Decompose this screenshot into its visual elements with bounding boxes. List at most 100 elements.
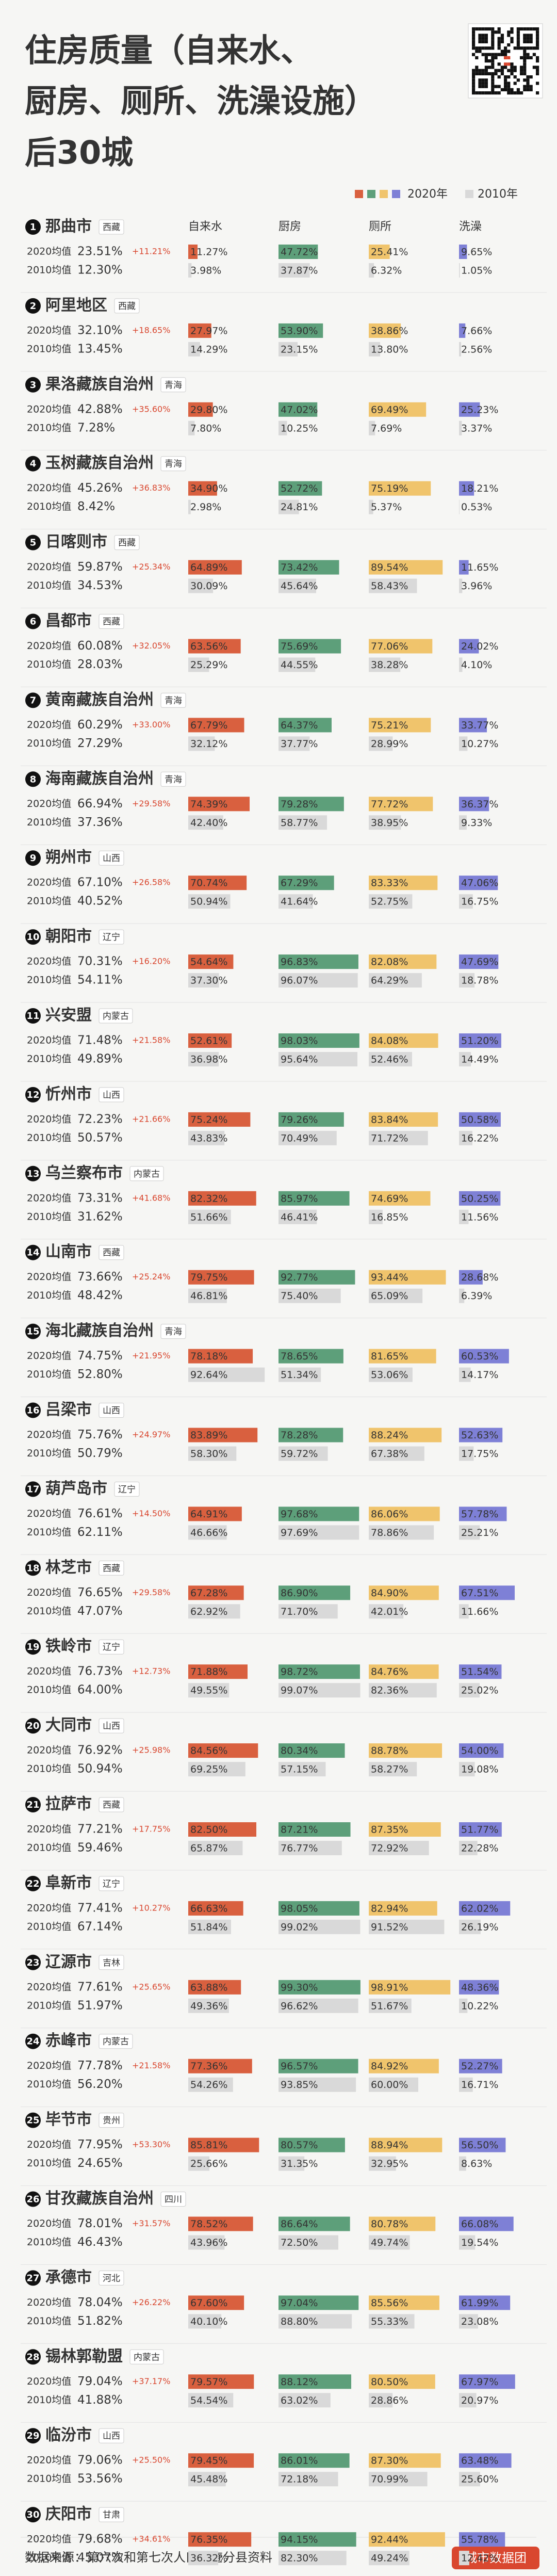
bar	[369, 578, 417, 593]
change: +41.68%	[132, 1193, 170, 1203]
average: 31.62%	[77, 1210, 123, 1223]
bar-label: 28.68%	[461, 1272, 498, 1283]
bar	[369, 245, 390, 259]
bar-label: 80.57%	[281, 2140, 318, 2151]
average: 50.57%	[77, 1131, 123, 1144]
bar-label: 88.12%	[281, 2376, 318, 2388]
bar-label: 93.44%	[371, 1272, 408, 1283]
average: 79.06%	[77, 2454, 123, 2467]
bar	[369, 639, 433, 654]
city-name: 兴安盟	[45, 1007, 92, 1025]
bar	[188, 2137, 259, 2152]
bar-label: 98.05%	[281, 1903, 318, 1914]
bar-label: 47.02%	[281, 404, 318, 415]
region-tag-box	[99, 850, 124, 866]
row-label: 2020均值	[27, 2218, 71, 2229]
city-name: 朔州市	[45, 849, 92, 867]
bar	[459, 499, 460, 514]
bar	[369, 481, 431, 496]
region-tag: 西藏	[103, 1563, 120, 1574]
average: 71.48%	[77, 1034, 123, 1047]
region-tag-box	[114, 1481, 140, 1497]
bar	[188, 1446, 237, 1461]
bar	[188, 718, 244, 733]
bar	[459, 1585, 515, 1600]
bar-label: 98.03%	[281, 1035, 318, 1047]
bar	[188, 736, 215, 751]
bar	[369, 1919, 445, 1934]
row-label: 2020均值	[27, 1902, 71, 1914]
bar-label: 76.35%	[190, 2534, 227, 2546]
change: +25.50%	[132, 2455, 170, 2465]
change: +25.24%	[132, 1272, 170, 1282]
region-tag: 辽宁	[103, 1642, 120, 1652]
city-name: 辽源市	[45, 1953, 92, 1971]
bar	[369, 1446, 424, 1461]
bar-label: 79.28%	[281, 799, 318, 810]
average: 67.10%	[77, 876, 123, 889]
bar-label: 10.27%	[461, 738, 498, 750]
bar-label: 79.57%	[190, 2376, 227, 2388]
average: 46.43%	[77, 2235, 123, 2249]
row-label: 2010均值	[27, 2237, 71, 2248]
bar-label: 0.53%	[461, 501, 492, 513]
bar-label: 13.80%	[371, 344, 408, 355]
bar	[188, 481, 217, 496]
bar-label: 11.65%	[461, 562, 498, 573]
change: +16.20%	[132, 957, 170, 966]
bar	[459, 639, 479, 654]
source: 数据来源：第六次和第七次人口普查分县资料	[25, 2550, 272, 2565]
city-name: 毕节市	[45, 2111, 92, 2129]
bar	[369, 2551, 409, 2566]
bar	[278, 1664, 360, 1679]
bar-label: 22.28%	[461, 1843, 498, 1854]
bar	[459, 2077, 473, 2092]
bar-label: 58.27%	[371, 1764, 408, 1775]
bar-label: 32.12%	[190, 738, 227, 750]
bar	[278, 2393, 331, 2408]
rank: 29	[26, 2431, 39, 2441]
average: 13.45%	[77, 342, 123, 355]
region-tag-box	[99, 1718, 124, 1733]
bar-label: 84.92%	[371, 2061, 408, 2072]
bar-label: 58.77%	[281, 817, 318, 829]
bar-label: 88.24%	[371, 1430, 408, 1441]
average: 52.80%	[77, 1368, 123, 1381]
bar	[369, 2532, 445, 2547]
row-label: 2020均值	[27, 798, 71, 809]
bar	[188, 1841, 243, 1855]
bar	[188, 1288, 227, 1303]
bar	[459, 342, 462, 357]
bar-label: 67.29%	[281, 878, 318, 889]
bar-label: 41.64%	[281, 896, 318, 908]
bar	[188, 1506, 242, 1521]
bar	[278, 263, 310, 278]
change: +21.95%	[132, 1351, 170, 1360]
bar	[278, 420, 287, 435]
legend-swatch	[465, 190, 473, 198]
bar	[369, 1033, 438, 1048]
change: +26.58%	[132, 878, 170, 887]
rank: 7	[30, 695, 37, 706]
bar-label: 1.05%	[461, 265, 492, 277]
bar-label: 49.36%	[190, 2000, 227, 2012]
average: 32.10%	[77, 323, 123, 337]
region-tag: 贵州	[103, 2116, 120, 2126]
row-label: 2020均值	[27, 2534, 71, 2545]
city-name: 庆阳市	[45, 2505, 92, 2523]
region-tag-box	[129, 1166, 164, 1181]
region-tag-box	[99, 219, 124, 235]
bar	[459, 1998, 468, 2013]
bar	[459, 1112, 501, 1127]
bar	[369, 2314, 415, 2329]
bar	[188, 657, 209, 672]
bar-label: 23.08%	[461, 2316, 498, 2327]
rank-badge	[25, 298, 41, 314]
bar-label: 87.30%	[371, 2455, 408, 2467]
bar-label: 83.33%	[371, 878, 408, 889]
row-label: 2010均值	[27, 1448, 71, 1459]
change: +32.05%	[132, 641, 170, 651]
change: +29.58%	[132, 1587, 170, 1597]
bar-label: 37.30%	[190, 975, 227, 986]
bar	[369, 2216, 436, 2231]
